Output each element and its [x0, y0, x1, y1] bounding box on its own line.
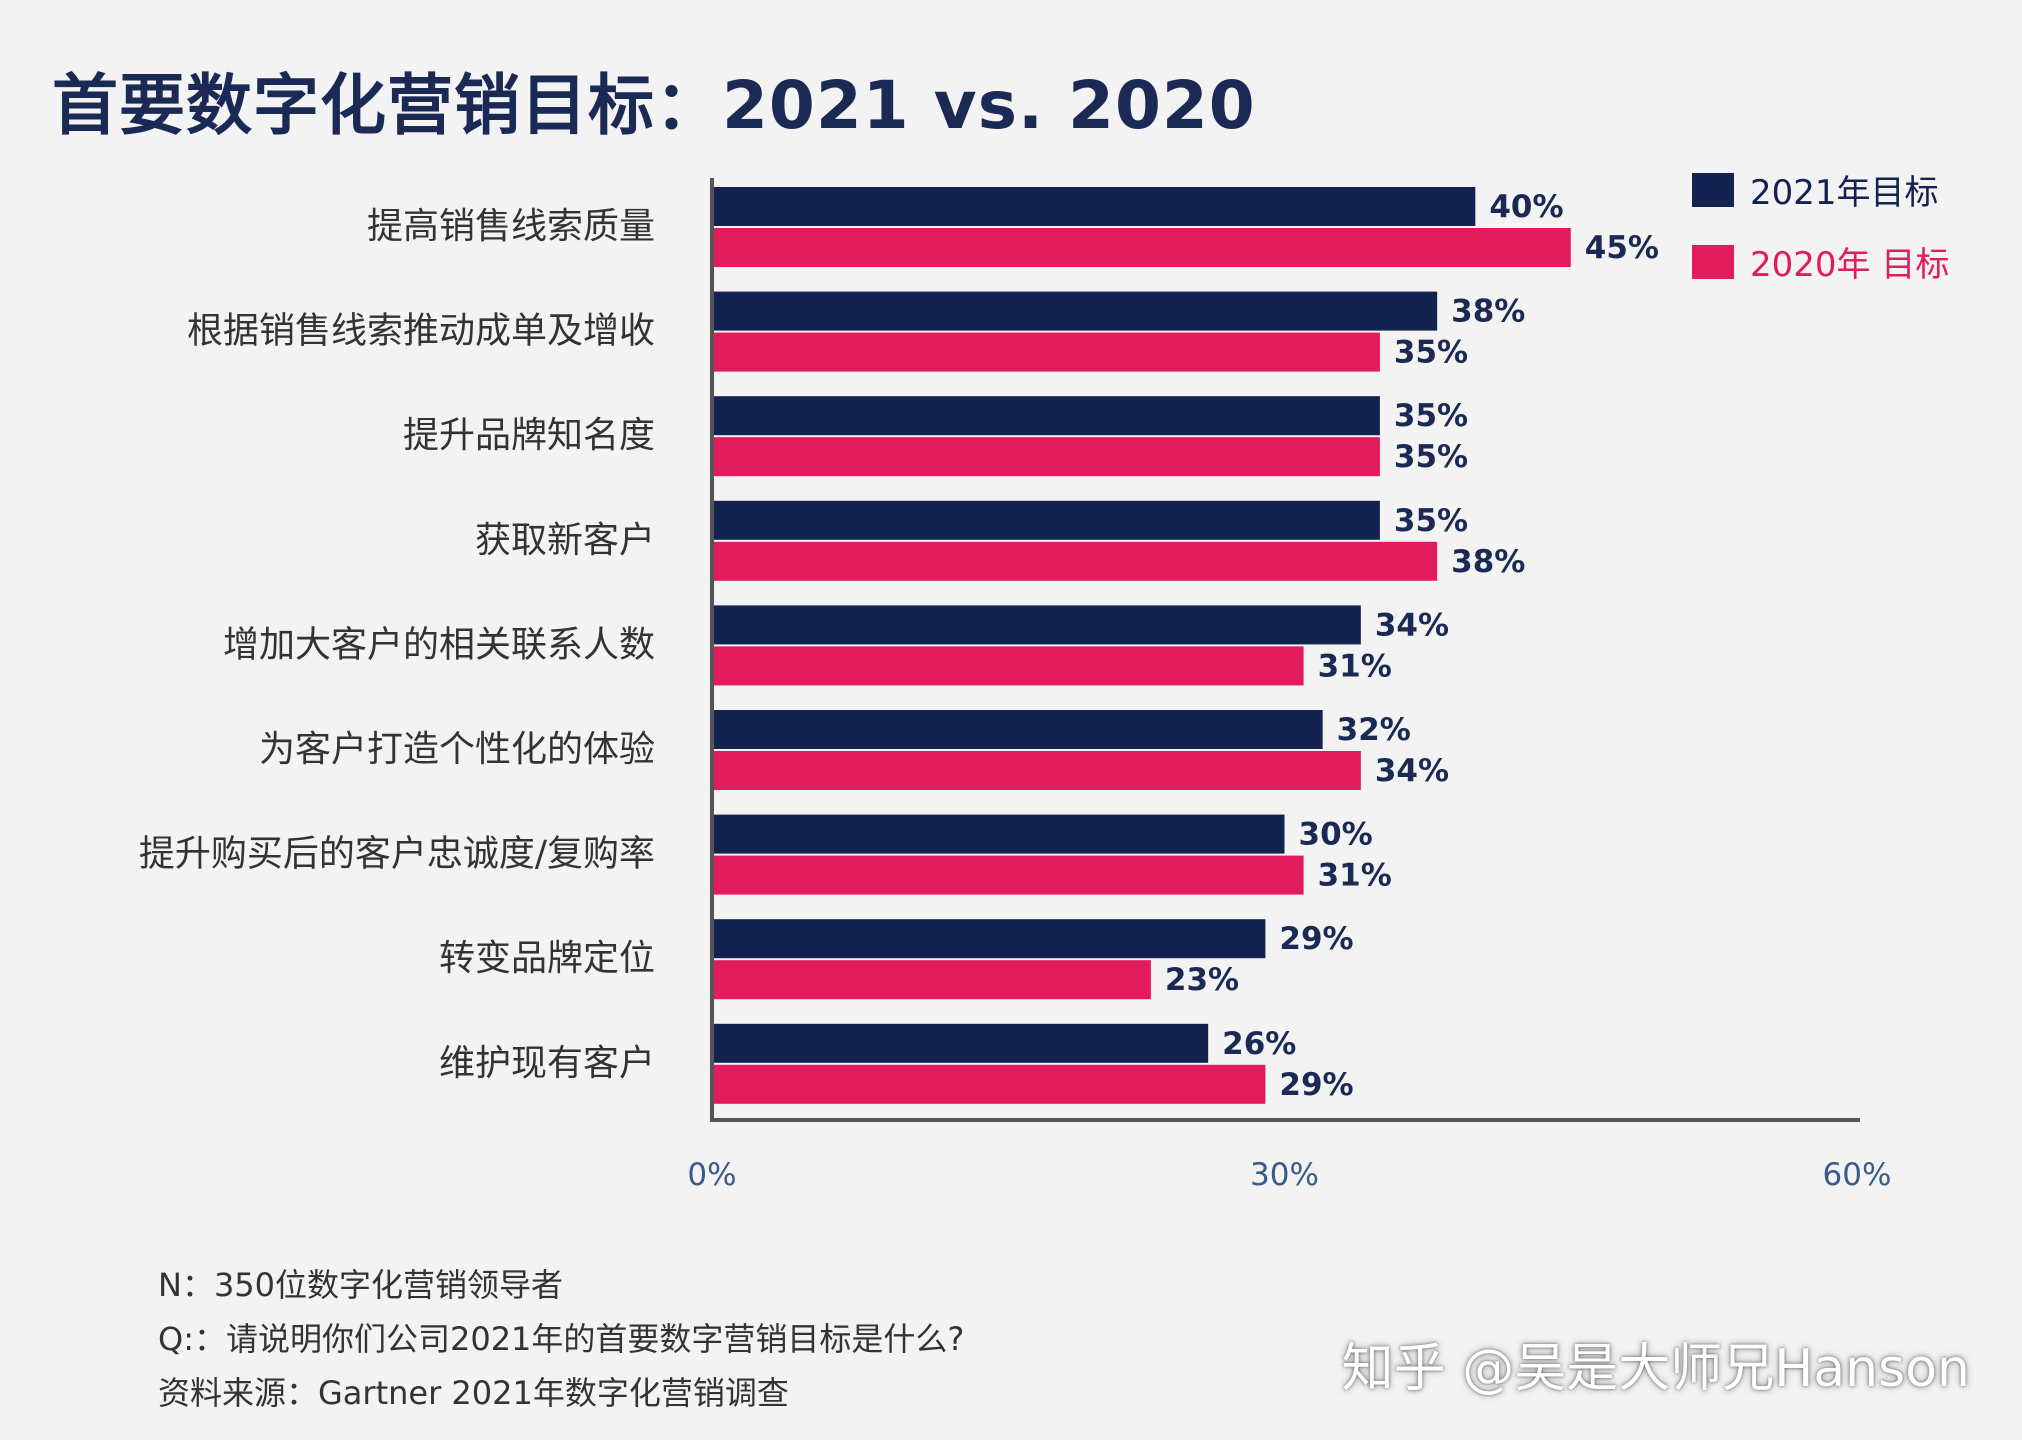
x-tick-label: 0% [687, 1157, 736, 1193]
bar-2021 [712, 814, 1285, 854]
value-label: 35% [1394, 335, 1468, 371]
category-label: 维护现有客户 [439, 1043, 655, 1084]
sample-note: N：350位数字化营销领导者 [158, 1266, 564, 1304]
footnotes: N：350位数字化营销领导者 Q:：请说明你们公司2021年的首要数字营销目标是… [158, 1258, 964, 1420]
value-label: 26% [1222, 1026, 1296, 1062]
value-label: 32% [1337, 712, 1411, 748]
category-label: 转变品牌定位 [439, 938, 655, 979]
bar-2020 [712, 1064, 1266, 1104]
value-label: 40% [1489, 189, 1563, 225]
source-note: 资料来源：Gartner 2021年数字化营销调查 [158, 1374, 789, 1412]
bar-2020 [712, 228, 1571, 267]
value-label: 38% [1451, 294, 1525, 330]
value-label: 35% [1394, 503, 1468, 539]
chart-title: 首要数字化营销目标：2021 vs. 2020 [52, 67, 1256, 144]
bar-2021 [712, 187, 1476, 226]
legend-label-2021: 2021年目标 [1750, 173, 1939, 213]
category-label: 为客户打造个性化的体验 [259, 729, 655, 770]
bar-2020 [712, 541, 1438, 581]
category-label: 提升品牌知名度 [403, 415, 655, 456]
value-label: 34% [1375, 607, 1449, 643]
bar-2021 [712, 710, 1323, 749]
watermark: 知乎 @吴是大师兄Hanson [1341, 1339, 1970, 1399]
value-label: 38% [1451, 544, 1525, 580]
value-label: 30% [1299, 817, 1373, 853]
axes-layer: 0% 30% 60% [687, 178, 1891, 1193]
value-label: 35% [1394, 439, 1468, 475]
question-note: Q:：请说明你们公司2021年的首要数字营销目标是什么? [158, 1320, 965, 1358]
category-label: 增加大客户的相关联系人数 [223, 624, 655, 665]
bar-2020 [712, 437, 1380, 477]
x-tick-label: 60% [1823, 1157, 1892, 1193]
bars-layer: 提高销售线索质量 40% 45% 根据销售线索推动成单及增收 38% 35% 提升品牌知名度… [139, 187, 1659, 1104]
bar-2021 [712, 396, 1380, 436]
value-label: 23% [1165, 962, 1239, 998]
value-label: 31% [1318, 858, 1392, 894]
legend-label-2020: 2020年 目标 [1750, 245, 1949, 285]
value-label: 31% [1318, 648, 1392, 684]
bar-2021 [712, 1023, 1209, 1063]
bar-2020 [712, 751, 1361, 790]
legend-swatch-2021 [1692, 173, 1734, 207]
bar-2021 [712, 500, 1380, 540]
x-tick-label: 30% [1250, 1157, 1319, 1193]
legend-swatch-2020 [1692, 245, 1734, 279]
bar-2021 [712, 605, 1361, 645]
value-label: 34% [1375, 753, 1449, 789]
bar-2020 [712, 646, 1304, 686]
value-label: 29% [1279, 1067, 1353, 1103]
value-label: 35% [1394, 398, 1468, 434]
bar-2021 [712, 291, 1438, 331]
bar-2020 [712, 855, 1304, 895]
category-label: 提升购买后的客户忠诚度/复购率 [139, 834, 655, 875]
category-label: 获取新客户 [475, 520, 655, 561]
legend: 2021年目标 2020年 目标 [1692, 173, 1949, 285]
bar-2020 [712, 332, 1380, 372]
value-label: 29% [1279, 921, 1353, 957]
bar-2020 [712, 960, 1151, 1000]
category-label: 根据销售线索推动成单及增收 [187, 311, 655, 352]
category-label: 提高销售线索质量 [367, 206, 655, 247]
value-label: 45% [1585, 230, 1659, 266]
bar-2021 [712, 919, 1266, 959]
